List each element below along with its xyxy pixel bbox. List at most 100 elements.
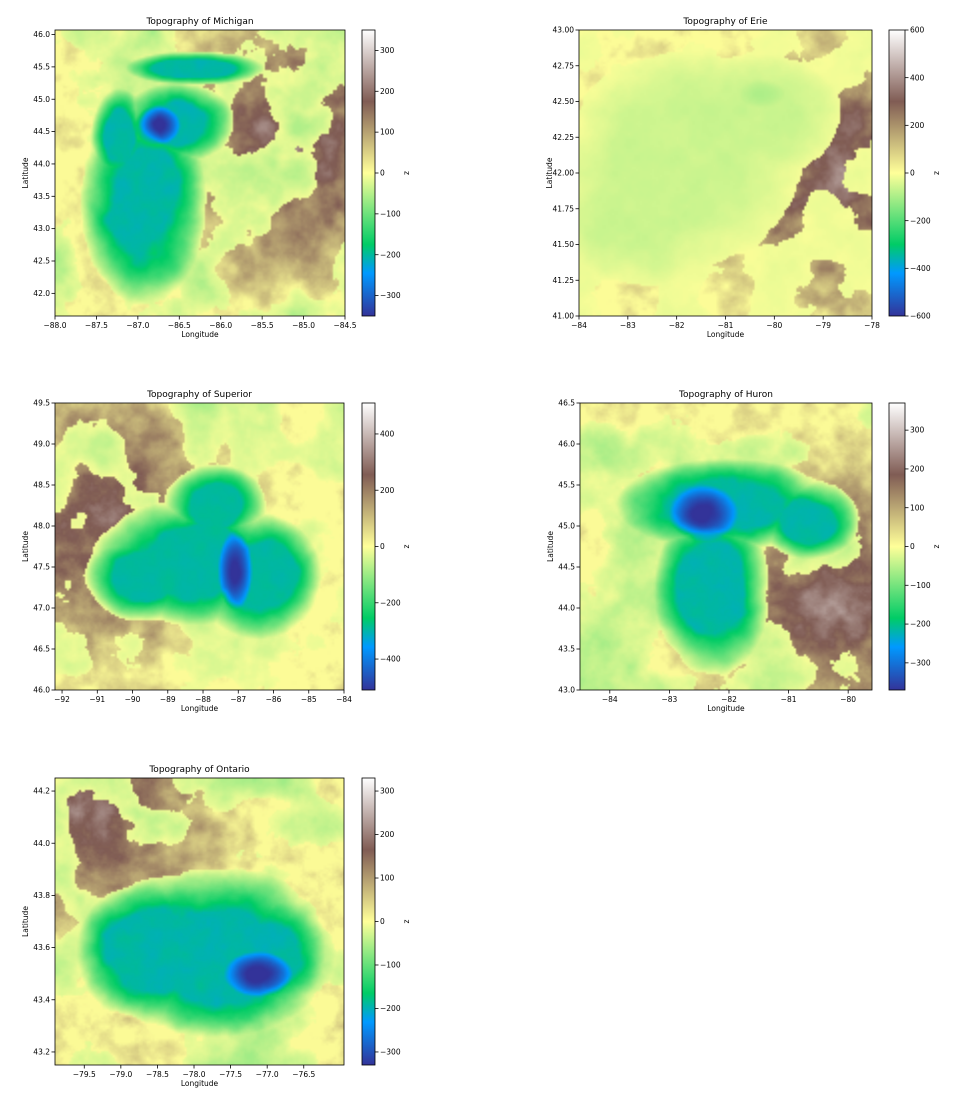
x-tick-label: −87	[230, 695, 246, 704]
colorbar-tick-label: −200	[380, 1004, 401, 1013]
y-tick-label: 46.0	[558, 440, 575, 449]
heatmap-image	[55, 778, 344, 1065]
colorbar-tick-label: 0	[910, 542, 915, 551]
colorbar-tick-label: −100	[910, 581, 931, 590]
x-axis-label: Longitude	[181, 330, 219, 339]
y-tick-label: 49.0	[33, 440, 50, 449]
y-axis-label: Latitude	[21, 157, 30, 188]
colorbar-tick-label: 0	[380, 542, 385, 551]
x-axis-label: Longitude	[181, 704, 219, 713]
x-tick-label: −79	[815, 321, 831, 330]
y-tick-label: 45.5	[33, 62, 50, 71]
x-tick-label: −84.5	[334, 321, 357, 330]
colorbar-tick-label: −300	[910, 658, 931, 667]
y-tick-label: 46.5	[33, 645, 50, 654]
x-tick-label: −87.0	[126, 321, 149, 330]
subplot-2: Topography of Superior −92 −91 −90 −89 −88 −87…	[21, 390, 411, 713]
y-tick-label: 41.75	[553, 204, 575, 213]
y-axis-label: Latitude	[21, 906, 30, 937]
y-tick-label: 45.0	[33, 95, 50, 104]
colorbar	[361, 29, 376, 317]
colorbar-tick-label: −300	[380, 291, 401, 300]
heatmap-image	[579, 30, 872, 316]
colorbar-tick-label: 200	[380, 830, 395, 839]
y-axis-label: Latitude	[545, 157, 554, 188]
colorbar-tick-label: 300	[380, 787, 395, 796]
y-tick-label: 41.50	[553, 240, 575, 249]
x-tick-label: −84	[336, 695, 352, 704]
y-tick-label: 46.5	[558, 399, 575, 408]
x-tick-label: −79.0	[109, 1070, 132, 1079]
y-tick-label: 43.8	[33, 891, 50, 900]
x-tick-label: −78.5	[146, 1070, 169, 1079]
colorbar-tick-label: 400	[910, 73, 925, 82]
colorbar-tick-label: −100	[380, 209, 401, 218]
x-axis-label: Longitude	[707, 330, 745, 339]
y-tick-label: 46.0	[33, 686, 50, 695]
colorbar-tick-label: 100	[380, 128, 395, 137]
heatmap-image	[580, 403, 872, 690]
y-tick-label: 46.0	[33, 30, 50, 39]
colorbar-label: z	[932, 544, 941, 548]
y-tick-label: 41.00	[553, 312, 575, 321]
x-tick-label: −88.0	[44, 321, 67, 330]
y-tick-label: 42.0	[33, 289, 50, 298]
y-axis-label: Latitude	[546, 531, 555, 562]
heatmap-image	[55, 30, 345, 316]
y-tick-label: 49.5	[33, 399, 50, 408]
colorbar-tick-label: −200	[380, 598, 401, 607]
colorbar	[361, 402, 376, 691]
colorbar-label: z	[402, 171, 411, 175]
y-tick-label: 43.5	[33, 192, 50, 201]
colorbar-tick-label: 200	[380, 486, 395, 495]
subplot-3: Topography of Huron −84 −83 −82 −81 −80 43.0 43…	[546, 390, 941, 713]
colorbar-tick-label: −400	[910, 264, 931, 273]
x-tick-label: −85.5	[251, 321, 274, 330]
x-tick-label: −82	[721, 695, 737, 704]
axes-frame	[54, 402, 345, 691]
chart-title: Topography of Ontario	[148, 765, 250, 775]
y-tick-label: 43.4	[33, 995, 50, 1004]
y-tick-label: 44.0	[33, 839, 50, 848]
colorbar-tick-label: −200	[910, 620, 931, 629]
y-tick-label: 44.0	[33, 160, 50, 169]
y-tick-label: 41.25	[553, 276, 575, 285]
x-tick-label: −80	[766, 321, 782, 330]
x-tick-label: −92	[54, 695, 70, 704]
colorbar-tick-label: −600	[910, 312, 931, 321]
colorbar-tick-label: 0	[380, 169, 385, 178]
x-tick-label: −91	[89, 695, 105, 704]
y-tick-label: 43.6	[33, 943, 50, 952]
colorbar-tick-label: 300	[380, 46, 395, 55]
colorbar-label: z	[402, 544, 411, 548]
colorbar	[888, 402, 906, 691]
y-tick-label: 42.5	[33, 257, 50, 266]
axes-frame	[54, 777, 345, 1066]
colorbar-tick-label: 200	[910, 465, 925, 474]
x-tick-label: −88	[195, 695, 211, 704]
colorbar-tick-label: 100	[380, 874, 395, 883]
x-tick-label: −89	[160, 695, 176, 704]
x-tick-label: −85	[301, 695, 317, 704]
y-tick-label: 44.5	[33, 127, 50, 136]
colorbar-tick-label: −200	[380, 250, 401, 259]
y-tick-label: 44.0	[558, 604, 575, 613]
x-tick-label: −80	[840, 695, 856, 704]
y-tick-label: 48.0	[33, 522, 50, 531]
x-tick-label: −81	[781, 695, 797, 704]
colorbar-tick-label: −400	[380, 655, 401, 664]
x-tick-label: −86	[266, 695, 282, 704]
x-tick-label: −79.5	[73, 1070, 96, 1079]
chart-title: Topography of Superior	[146, 390, 252, 400]
y-tick-label: 42.25	[553, 133, 575, 142]
colorbar-tick-label: −200	[910, 216, 931, 225]
x-tick-label: −85.0	[292, 321, 315, 330]
x-tick-label: −81	[718, 321, 734, 330]
x-axis-label: Longitude	[181, 1079, 219, 1088]
axes-frame	[54, 29, 346, 317]
colorbar	[361, 777, 376, 1066]
heatmap-image	[55, 403, 344, 690]
chart-title: Topography of Huron	[678, 390, 773, 400]
subplot-0: Topography of Michigan −88.0 −87.5 −87.0 −86…	[21, 17, 411, 339]
